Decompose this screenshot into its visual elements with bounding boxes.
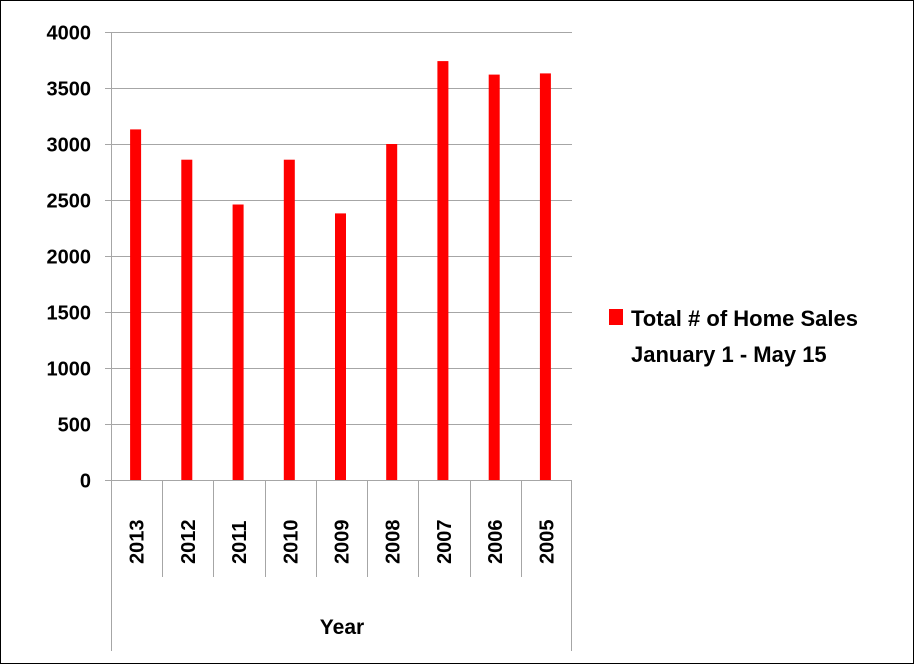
- x-tick-label: 2010: [280, 520, 302, 565]
- bar-2008: [386, 144, 398, 480]
- legend-label-line-1: Total # of Home Sales: [631, 306, 858, 331]
- legend-label-line-2: January 1 - May 15: [631, 342, 827, 367]
- x-tick-label: 2012: [178, 520, 200, 565]
- x-tick-label: 2013: [127, 520, 149, 565]
- x-axis-title: Year: [320, 616, 364, 639]
- legend-swatch: [609, 309, 623, 325]
- bar-2006: [488, 74, 500, 480]
- x-tick-label: 2011: [229, 521, 251, 564]
- y-tick-label: 2000: [47, 247, 92, 269]
- y-tick-label: 3500: [47, 79, 92, 101]
- y-tick-label: 500: [58, 415, 91, 437]
- y-tick-labels: 0 500 1000 1500 2000 2500 3000 3500 4000: [47, 23, 92, 493]
- bars: [130, 61, 551, 481]
- y-tick-label: 2500: [47, 191, 92, 213]
- bar-2011: [232, 204, 244, 480]
- y-tick-label: 1000: [47, 359, 92, 381]
- bar-2009: [335, 213, 346, 480]
- x-tick-labels: 2013 2012 2011 2010 2009 2008 2007 2006 2005: [127, 520, 559, 565]
- y-tick-label: 3000: [47, 135, 92, 157]
- x-tick-label: 2007: [434, 520, 456, 565]
- x-tick-label: 2008: [383, 520, 405, 565]
- bar-2005: [539, 73, 551, 481]
- bar-2007: [437, 61, 449, 480]
- legend: Total # of Home Sales January 1 - May 15: [609, 306, 858, 367]
- y-tick-label: 1500: [47, 303, 92, 325]
- bar-2012: [181, 159, 193, 480]
- bar-2013: [130, 129, 142, 480]
- x-tick-label: 2006: [485, 520, 507, 565]
- x-tick-label: 2005: [536, 520, 558, 565]
- x-tick-label: 2009: [332, 520, 354, 565]
- axes: [105, 32, 572, 651]
- y-tick-label: 0: [80, 471, 91, 493]
- y-tick-label: 4000: [47, 23, 92, 45]
- bar-2010: [283, 159, 295, 480]
